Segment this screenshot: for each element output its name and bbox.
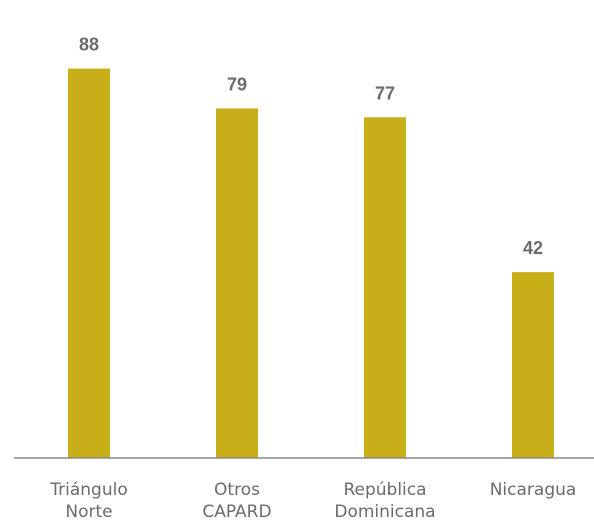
value-label-1: 79 bbox=[227, 74, 247, 94]
value-label-0: 88 bbox=[79, 35, 99, 55]
bar-2 bbox=[364, 117, 406, 459]
bars-layer bbox=[68, 68, 554, 459]
category-label-0-line-0: Triángulo bbox=[49, 480, 127, 500]
category-labels-layer: Triángulo Norte Otros CAPARD República Domini… bbox=[49, 480, 576, 521]
value-label-2: 77 bbox=[375, 83, 395, 103]
category-label-2-line-0: República bbox=[343, 480, 426, 500]
category-label-2-line-1: Dominicana bbox=[334, 502, 435, 521]
category-label-3-line-0: Nicaragua bbox=[490, 480, 577, 500]
value-labels-layer: 88 79 77 42 bbox=[79, 35, 543, 259]
category-label-0-line-1: Norte bbox=[65, 502, 112, 521]
category-label-1-line-0: Otros bbox=[214, 480, 260, 500]
category-label-1-line-1: CAPARD bbox=[202, 502, 271, 521]
bar-0 bbox=[68, 68, 110, 458]
bar-1 bbox=[216, 108, 258, 459]
bar-3 bbox=[512, 272, 554, 458]
value-label-3: 42 bbox=[523, 238, 543, 258]
